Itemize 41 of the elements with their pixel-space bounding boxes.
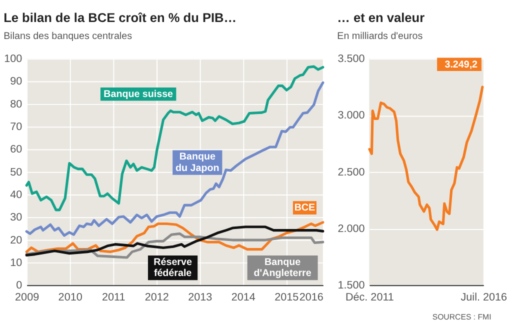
y-tick-label: 2.000 [338, 222, 365, 235]
y-tick-label: 50 [10, 166, 22, 178]
y-tick-label: 80 [10, 98, 22, 110]
y-tick-label: 2.500 [338, 166, 365, 178]
series-label: Réserve fédérale [154, 256, 192, 280]
chart-title: … et en valeur [337, 10, 425, 26]
y-tick-label: 70 [10, 121, 22, 134]
series-label: Banque suisse [104, 88, 174, 100]
y-tick-label: 3.000 [338, 110, 365, 122]
x-tick-label: 2009 [15, 291, 40, 304]
chart-title: Le bilan de la BCE croît en % du PIB… [4, 10, 237, 26]
x-tick-label: Juil. 2016 [460, 291, 508, 304]
x-tick-label: 2015 [274, 291, 299, 304]
x-tick-label: 2016 [299, 291, 324, 304]
source-note: SOURCES : FMI [432, 312, 492, 322]
line-series [368, 86, 484, 231]
x-tick-label: 2011 [102, 291, 126, 304]
line-series [25, 226, 324, 256]
data-label: 3.249,2 [444, 59, 478, 70]
x-tick-label: 2013 [188, 291, 212, 304]
y-tick-label: 100 [4, 53, 22, 66]
series-label: Banque d'Angleterre [254, 256, 312, 280]
line-series [25, 65, 324, 212]
x-tick-label: 2014 [231, 291, 256, 304]
y-tick-label: 60 [10, 144, 22, 156]
y-tick-label: 90 [10, 76, 22, 88]
series-label: BCE [294, 202, 316, 214]
y-tick-label: 30 [10, 212, 22, 224]
y-tick-label: 40 [10, 188, 22, 201]
chart-subtitle: En milliards d'euros [337, 30, 423, 42]
y-tick-label: 1.500 [338, 280, 365, 292]
y-tick-label: 3.500 [338, 53, 365, 66]
chart-subtitle: Bilans des banques centrales [4, 30, 132, 42]
x-tick-label: Déc. 2011 [345, 291, 394, 304]
x-tick-label: 2010 [58, 291, 82, 304]
series-label: Banque du Japon [176, 152, 220, 174]
x-tick-label: 2012 [144, 291, 169, 304]
y-tick-label: 20 [10, 234, 22, 246]
line-series [25, 81, 324, 237]
y-tick-label: 0 [16, 280, 22, 292]
y-tick-label: 10 [10, 256, 22, 269]
